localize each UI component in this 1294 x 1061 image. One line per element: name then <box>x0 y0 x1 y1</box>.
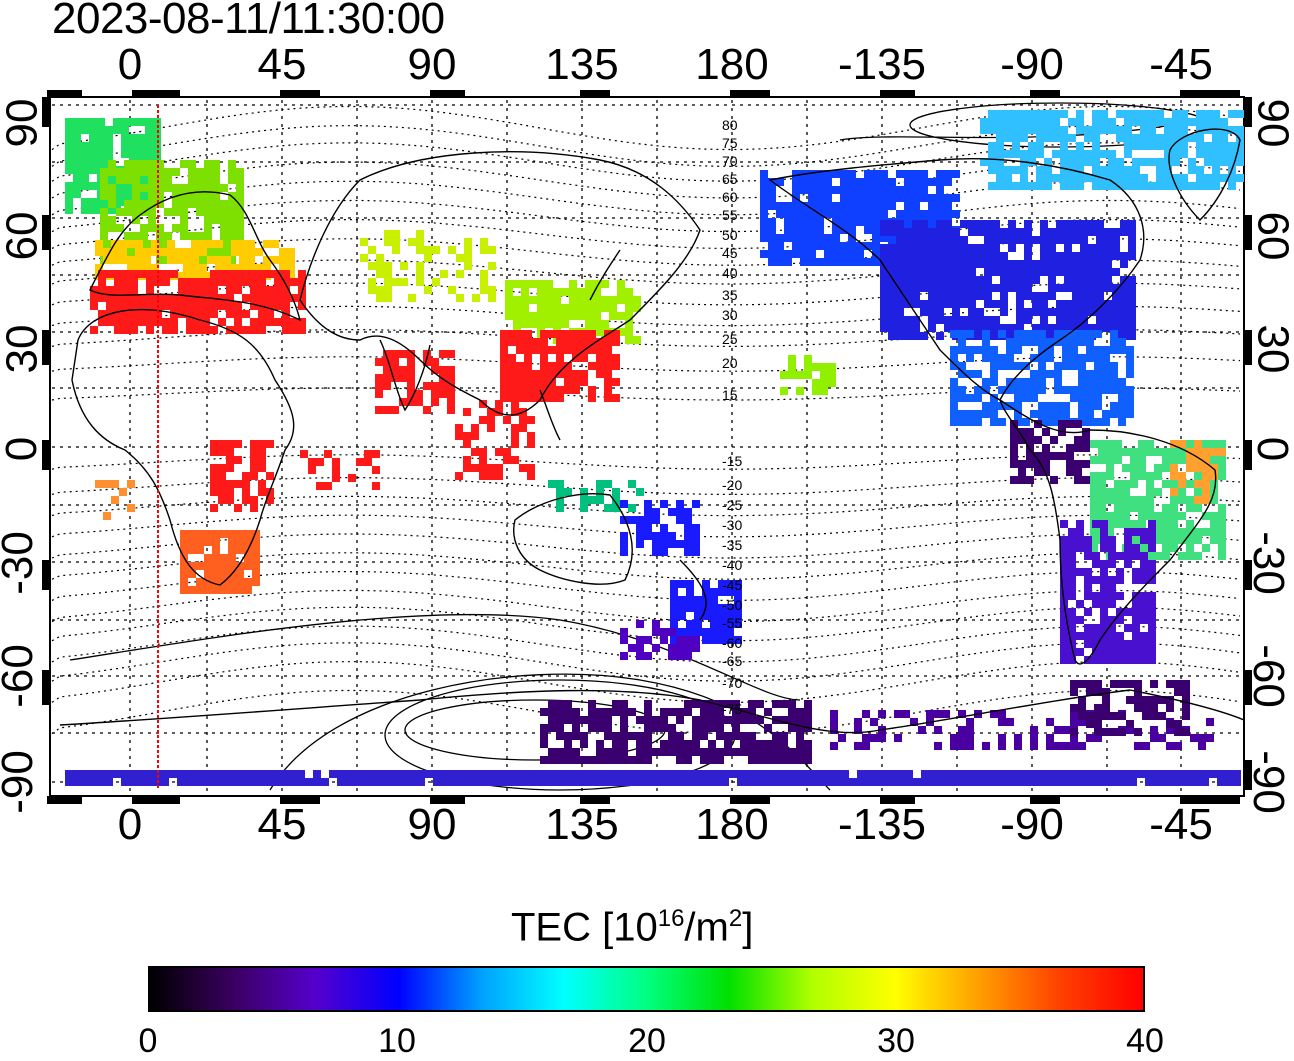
bottom-longitude-label: 135 <box>545 800 619 849</box>
top-longitude-label: -90 <box>1000 40 1064 89</box>
bottom-longitude-label: 180 <box>695 800 769 849</box>
contour-label: 35 <box>722 287 738 303</box>
colorbar-tick-label: 20 <box>628 1022 666 1060</box>
bottom-longitude-label: -135 <box>837 800 927 849</box>
contour-label: -20 <box>722 477 742 493</box>
contour-label: 25 <box>722 331 738 347</box>
top-longitude-label: 90 <box>407 40 457 89</box>
tec-colorbar <box>148 966 1145 1012</box>
frame-thick-segments <box>42 90 1252 804</box>
contour-label: -75 <box>722 701 742 717</box>
contour-label: 80 <box>722 117 738 133</box>
contour-label: -45 <box>722 577 742 593</box>
colorbar-title: TEC [1016/m2] <box>511 905 754 950</box>
contour-label: 50 <box>722 227 738 243</box>
contour-label: 60 <box>722 189 738 205</box>
top-longitude-label: 180 <box>695 40 769 89</box>
contour-label: -25 <box>722 497 742 513</box>
contour-label: -70 <box>722 675 742 691</box>
contour-label: -60 <box>722 635 742 651</box>
contour-label-group: 80 75 70 65 60 55 50 45 40 35 30 25 20 15 -15 -20 -25 -30… <box>722 117 742 717</box>
contour-label: 65 <box>722 171 738 187</box>
top-longitude-label: -135 <box>837 40 927 89</box>
contour-label: -30 <box>722 517 742 533</box>
contour-label: 15 <box>722 387 738 403</box>
bottom-longitude-label: 0 <box>117 800 143 849</box>
bottom-longitude-label: 90 <box>407 800 457 849</box>
top-longitude-label: 0 <box>117 40 143 89</box>
colorbar-tick-label: 10 <box>378 1022 416 1060</box>
contour-label: -15 <box>722 453 742 469</box>
contour-label: 40 <box>722 265 738 281</box>
contour-label: -40 <box>722 557 742 573</box>
contour-label: 70 <box>722 153 738 169</box>
contour-label: 55 <box>722 207 738 223</box>
timestamp-title: 2023-08-11/11:30:00 <box>52 0 445 43</box>
bottom-longitude-label: -45 <box>1149 800 1213 849</box>
top-longitude-label: 45 <box>257 40 307 89</box>
colorbar-tick-label: 30 <box>877 1022 915 1060</box>
contour-label: 75 <box>722 135 738 151</box>
top-longitude-label: 135 <box>545 40 619 89</box>
colorbar-tick-label: 0 <box>138 1022 158 1060</box>
contour-label: -50 <box>722 597 742 613</box>
colorbar-tick-label: 40 <box>1126 1022 1164 1060</box>
contour-label: -35 <box>722 537 742 553</box>
bottom-longitude-label: -90 <box>1000 800 1064 849</box>
tec-world-map: 80 75 70 65 60 55 50 45 40 35 30 25 20 15 -15 -20 -25 -30… <box>42 90 1252 804</box>
contour-label: -55 <box>722 615 742 631</box>
top-longitude-label: -45 <box>1149 40 1213 89</box>
coastlines <box>59 128 1245 734</box>
contour-label: 45 <box>722 245 738 261</box>
bottom-longitude-label: 45 <box>257 800 307 849</box>
contour-label: -65 <box>722 653 742 669</box>
contour-label: 30 <box>722 307 738 323</box>
contour-label: 20 <box>722 355 738 371</box>
